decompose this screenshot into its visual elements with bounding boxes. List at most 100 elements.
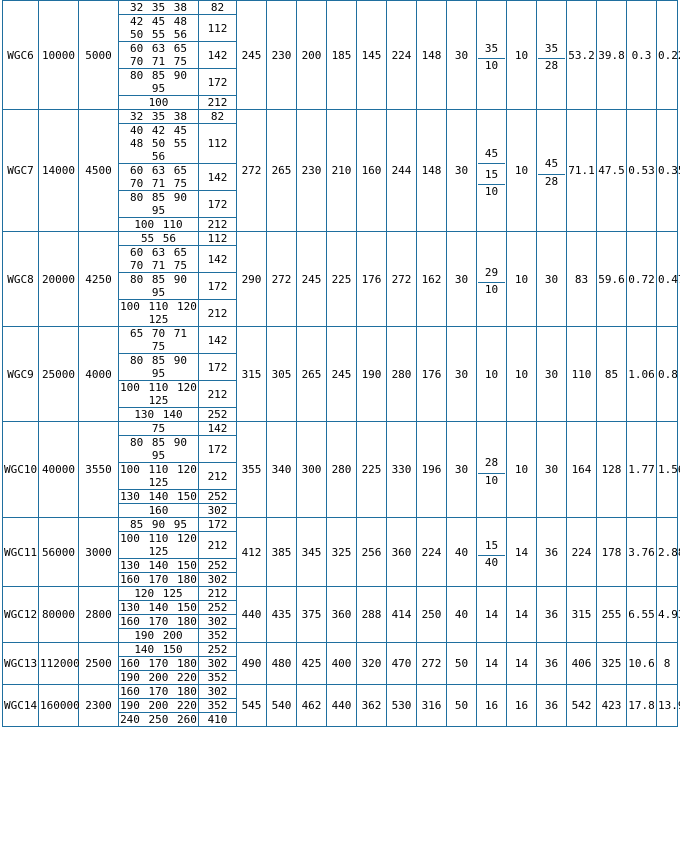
cell-bore-sizes: 100 110 120 125 <box>118 462 199 490</box>
cell-speed: 2300 <box>78 684 119 727</box>
cell-B: 330 <box>386 421 417 518</box>
cell-bore-length: 112 <box>198 14 237 42</box>
cell-D1: 480 <box>266 642 297 685</box>
cell-bore-sizes: 32 35 38 <box>118 109 199 124</box>
cell-bore-sizes: 80 85 90 95 <box>118 190 199 218</box>
cell-speed: 2500 <box>78 642 119 685</box>
cell-bore-length: 212 <box>198 217 237 232</box>
cell-C1-segment: 10 <box>484 473 499 487</box>
cell-J3: 0.22 <box>656 0 680 110</box>
cell-C1-segment: 35 <box>478 38 505 59</box>
cell-bore-length: 142 <box>198 245 237 273</box>
cell-C1: 45 15 10 <box>476 109 507 232</box>
cell-model: WGC12 <box>2 586 39 643</box>
cell-C2: 10 <box>506 109 537 232</box>
cell-mass: 164 <box>566 421 597 518</box>
cell-C1-segment: 40 <box>484 556 499 569</box>
cell-J1: 255 <box>596 586 627 643</box>
cell-torque: 80000 <box>38 586 79 643</box>
cell-D1: 340 <box>266 421 297 518</box>
cell-J3: 1.56 <box>656 421 680 518</box>
cell-bore-length: 112 <box>198 123 237 164</box>
cell-mass: 53.2 <box>566 0 597 110</box>
cell-bore-sizes: 160 170 180 <box>118 572 199 587</box>
cell-J3: 0.35 <box>656 109 680 232</box>
cell-D4: 320 <box>356 642 387 685</box>
cell-e-segment: 28 <box>544 174 559 188</box>
cell-bore-sizes: 190 200 220 <box>118 698 199 713</box>
cell-C1-segment: 10 <box>484 283 499 296</box>
cell-mass: 406 <box>566 642 597 685</box>
cell-bore-sizes: 100 110 <box>118 217 199 232</box>
cell-bore-length: 212 <box>198 299 237 327</box>
cell-bore-length: 82 <box>198 109 237 124</box>
cell-D3: 210 <box>326 109 357 232</box>
cell-bore-sizes: 130 140 <box>118 407 199 422</box>
cell-e: 35 28 <box>536 0 567 110</box>
cell-model: WGC8 <box>2 231 39 327</box>
cell-bore-sizes: 120 125 <box>118 586 199 601</box>
cell-bore-sizes: 160 170 180 <box>118 614 199 629</box>
cell-D1: 385 <box>266 517 297 587</box>
table-row: WGC14 160000 2300 160 170 180 302 545 540 462 44… <box>2 684 680 727</box>
cell-C2: 10 <box>506 231 537 327</box>
cell-J1: 325 <box>596 642 627 685</box>
cell-J2: 0.72 <box>626 231 657 327</box>
cell-bore-sizes: 100 110 120 125 <box>118 531 199 559</box>
cell-C2: 10 <box>506 0 537 110</box>
cell-B: 244 <box>386 109 417 232</box>
cell-bore-sizes: 130 140 150 <box>118 558 199 573</box>
cell-e: 36 <box>536 586 567 643</box>
cell-e: 30 <box>536 326 567 422</box>
cell-D3: 185 <box>326 0 357 110</box>
cell-bore-length: 172 <box>198 190 237 218</box>
table-row: 160 170 180 302 <box>3 656 678 671</box>
table-row: 100 212 <box>3 95 678 110</box>
cell-mass: 315 <box>566 586 597 643</box>
cell-J1: 59.6 <box>596 231 627 327</box>
cell-bore-sizes: 60 63 65 70 71 75 <box>118 245 199 273</box>
cell-e: 45 28 <box>536 109 567 232</box>
cell-D3: 225 <box>326 231 357 327</box>
cell-bore-length: 82 <box>198 0 237 15</box>
cell-J3: 0.47 <box>656 231 680 327</box>
cell-A: 272 <box>416 642 447 685</box>
cell-bore-length: 142 <box>198 421 237 436</box>
table-row: 130 140 252 <box>3 407 678 422</box>
cell-C: 30 <box>446 421 477 518</box>
cell-bore-sizes: 80 85 90 95 <box>118 435 199 463</box>
cell-bore-sizes: 190 200 <box>118 628 199 643</box>
cell-torque: 40000 <box>38 421 79 518</box>
cell-bore-sizes: 40 42 45 48 50 55 56 <box>118 123 199 164</box>
cell-bore-length: 410 <box>198 712 237 727</box>
cell-A: 224 <box>416 517 447 587</box>
cell-A: 162 <box>416 231 447 327</box>
table-row: WGC13 112000 2500 140 150 252 490 480 425 400 320… <box>2 642 678 685</box>
cell-bore-sizes: 85 90 95 <box>118 517 199 532</box>
cell-torque: 25000 <box>38 326 79 422</box>
coupling-spec-table: WGC6 10000 5000 32 35 38 82 245 230 200 185 145 22… <box>2 0 680 727</box>
cell-model: WGC10 <box>2 421 39 518</box>
cell-bore-length: 172 <box>198 68 237 96</box>
table-row: 60 63 65 70 71 75 142 <box>3 41 678 69</box>
cell-C1-segment: 15 <box>478 164 505 185</box>
cell-bore-length: 172 <box>198 435 237 463</box>
cell-e: 36 <box>536 684 567 727</box>
cell-bore-length: 142 <box>198 41 237 69</box>
cell-model: WGC14 <box>2 684 39 727</box>
cell-bore-sizes: 240 250 260 <box>118 712 199 727</box>
cell-e: 30 <box>536 421 567 518</box>
cell-J2: 0.53 <box>626 109 657 232</box>
cell-D4: 190 <box>356 326 387 422</box>
cell-D3: 360 <box>326 586 357 643</box>
cell-D2: 375 <box>296 586 327 643</box>
cell-D4: 225 <box>356 421 387 518</box>
table-row: 100 110 120 125 212 <box>3 531 678 559</box>
cell-model: WGC13 <box>2 642 39 685</box>
cell-bore-sizes: 60 63 65 70 71 75 <box>118 163 199 191</box>
cell-bore-sizes: 80 85 90 95 <box>118 272 199 300</box>
cell-J1: 178 <box>596 517 627 587</box>
cell-bore-length: 212 <box>198 586 237 601</box>
cell-J1: 128 <box>596 421 627 518</box>
cell-D1: 272 <box>266 231 297 327</box>
